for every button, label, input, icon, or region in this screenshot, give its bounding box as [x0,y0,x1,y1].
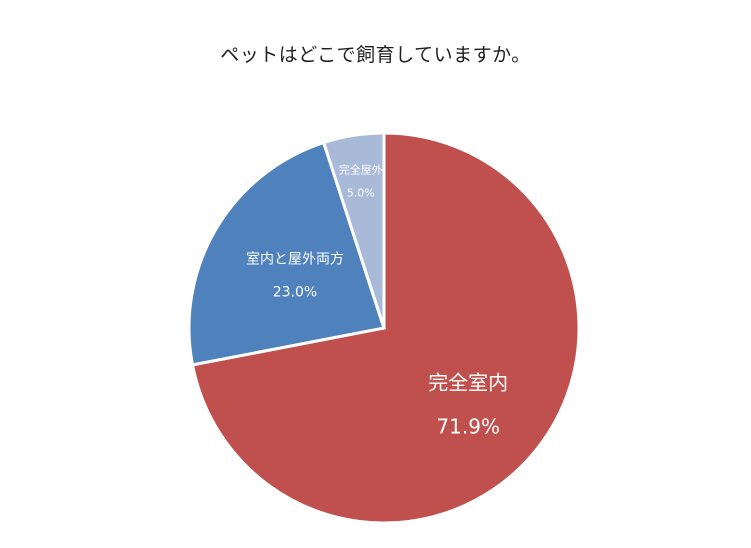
slice-value-label: 23.0% [273,284,317,300]
pie-slices [187,131,581,525]
slice-value-label: 71.9% [436,415,500,439]
pie-labels: 完全室内 71.9% 室内と屋外両方 23.0% 完全屋外 5.0% [246,163,508,439]
pie-slice [190,131,581,525]
slice-label: 室内と屋外両方 [246,250,344,267]
slice-label: 完全室内 [428,371,508,395]
slice-value-label: 5.0% [347,187,375,200]
pie-slice [187,140,386,367]
chart-title: ペットはどこで飼育していますか。 [220,44,531,66]
slice-label: 完全屋外 [339,163,383,177]
pie-slice [321,131,386,329]
